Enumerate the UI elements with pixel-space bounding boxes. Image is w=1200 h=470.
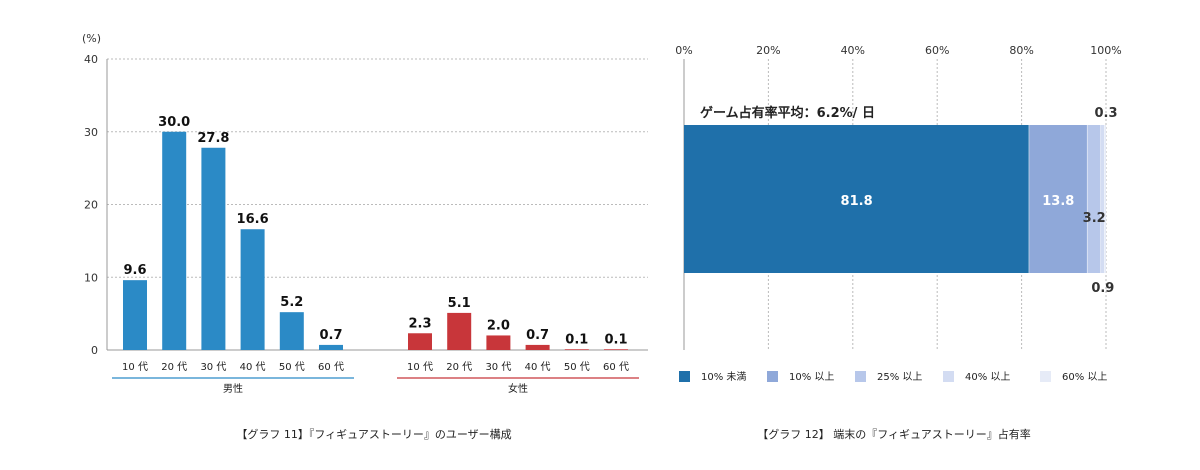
category-label: 50 代 <box>279 361 305 373</box>
bar-value-label: 0.1 <box>565 332 588 347</box>
legend-swatch <box>943 371 954 382</box>
bar <box>447 312 472 350</box>
group-label: 女性 <box>508 382 528 395</box>
bar-value-label: 0.1 <box>604 332 627 347</box>
bar <box>201 147 226 350</box>
bar-value-label: 2.3 <box>408 316 431 331</box>
legend-label: 10% 未満 <box>701 371 746 383</box>
group-label: 男性 <box>223 382 243 395</box>
category-label: 10 代 <box>407 361 433 373</box>
bar <box>123 280 147 350</box>
right-chart-caption: 【グラフ 12】 端末の『フィギュアストーリー』占有率 <box>757 427 1031 441</box>
right-x-tick-label: 80% <box>1009 44 1033 57</box>
category-label: 60 代 <box>318 361 344 373</box>
right-chart-title: ゲーム占有率平均：6.2%/ 日 <box>700 105 875 121</box>
bar <box>525 344 550 350</box>
stacked-segment <box>1087 125 1101 273</box>
left-y-tick-label: 40 <box>84 53 98 66</box>
age-composition-chart: (%) 0 10 20 30 40 9.6 30.0 27.8 16.6 5.2 0.7 2.3 5.… <box>82 32 648 441</box>
left-gridlines <box>107 58 648 278</box>
category-label: 60 代 <box>603 361 629 373</box>
stacked-segment <box>684 125 1030 273</box>
legend-label: 60% 以上 <box>1062 371 1107 383</box>
left-group-labels: 男性 女性 <box>112 377 639 395</box>
right-legend: 10% 未満 10% 以上 25% 以上 40% 以上 60% 以上 <box>679 371 1107 383</box>
left-bars: 9.6 30.0 27.8 16.6 5.2 0.7 2.3 5.1 2.0 0.7 0.1 0.1 <box>123 115 628 350</box>
left-y-tick-label: 30 <box>84 126 98 139</box>
legend-swatch <box>767 371 778 382</box>
segment-value-label: 0.9 <box>1091 281 1114 296</box>
legend-label: 25% 以上 <box>877 371 922 383</box>
category-label: 50 代 <box>564 361 590 373</box>
segment-value-label: 3.2 <box>1083 211 1106 226</box>
bar-value-label: 5.1 <box>448 296 471 311</box>
bar-value-label: 16.6 <box>237 212 269 227</box>
category-label: 40 代 <box>240 361 266 373</box>
segment-value-label: 81.8 <box>841 194 873 209</box>
left-category-labels: 10 代 20 代 30 代 40 代 50 代 60 代 10 代 20 代 30 代 40 代… <box>122 361 629 373</box>
right-x-tick-label: 60% <box>925 44 949 57</box>
stacked-segment <box>1104 125 1106 273</box>
right-x-ticks: 0% 20% 40% 60% 80% 100% <box>675 44 1121 57</box>
category-label: 30 代 <box>485 361 511 373</box>
stacked-segment <box>1029 125 1088 273</box>
legend-swatch <box>855 371 866 382</box>
legend-swatch <box>1040 371 1051 382</box>
bar-value-label: 27.8 <box>197 131 229 146</box>
y-axis-unit-label: (%) <box>82 32 101 45</box>
bar-value-label: 9.6 <box>123 263 146 278</box>
bar <box>240 229 265 350</box>
right-x-tick-label: 100% <box>1090 44 1121 57</box>
segment-value-label: 13.8 <box>1042 194 1074 209</box>
category-label: 20 代 <box>161 361 187 373</box>
category-label: 40 代 <box>525 361 551 373</box>
category-label: 30 代 <box>200 361 226 373</box>
device-share-chart: 0% 20% 40% 60% 80% 100% ゲーム占有率平均：6.2%/ 日 81.8… <box>675 44 1121 441</box>
bar <box>408 333 432 350</box>
bar <box>564 349 589 350</box>
segment-value-label: 0.3 <box>1094 106 1117 121</box>
bar <box>486 335 511 350</box>
category-label: 20 代 <box>446 361 472 373</box>
stacked-segment <box>1100 125 1105 273</box>
bar-value-label: 30.0 <box>158 115 190 130</box>
legend-swatch <box>679 371 690 382</box>
right-x-tick-label: 40% <box>841 44 865 57</box>
right-x-tick-label: 20% <box>756 44 780 57</box>
left-y-ticks: 0 10 20 30 40 <box>84 53 98 357</box>
right-segment-labels: 81.8 13.8 3.2 0.9 0.3 <box>841 106 1118 296</box>
right-x-tick-label: 0% <box>675 44 692 57</box>
bar <box>604 349 628 350</box>
left-chart-caption: 【グラフ 11】『フィギュアストーリー』のユーザー構成 <box>236 427 511 441</box>
left-y-tick-label: 20 <box>84 199 98 212</box>
category-label: 10 代 <box>122 361 148 373</box>
right-stacked-segments <box>684 125 1106 273</box>
bar-value-label: 2.0 <box>487 318 510 333</box>
bar-value-label: 5.2 <box>280 295 303 310</box>
left-y-tick-label: 10 <box>84 271 98 284</box>
left-y-tick-label: 0 <box>91 344 98 357</box>
bar-value-label: 0.7 <box>319 328 342 343</box>
legend-label: 10% 以上 <box>789 371 834 383</box>
bar-value-label: 0.7 <box>526 328 549 343</box>
bar <box>162 131 187 350</box>
bar <box>319 344 343 350</box>
bar <box>279 312 304 350</box>
legend-label: 40% 以上 <box>965 371 1010 383</box>
